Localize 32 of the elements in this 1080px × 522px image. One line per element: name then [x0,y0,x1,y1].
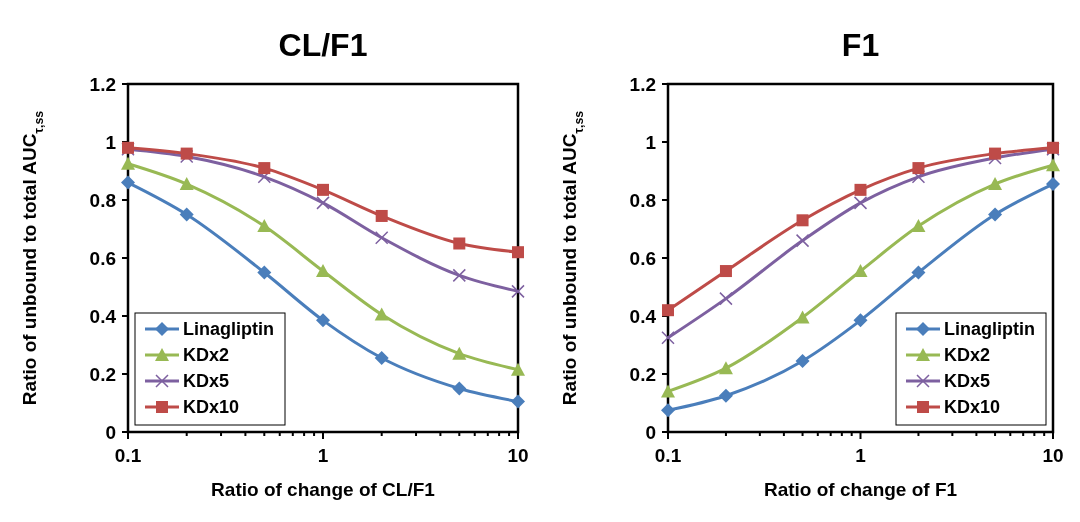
y-tick-label: 0 [105,421,116,443]
chart-title: CL/F1 [278,27,368,63]
y-tick-label: 0.6 [89,247,116,269]
legend-label: KDx5 [944,371,991,392]
y-tick-label: 0.4 [89,305,117,327]
y-tick-label: 0.4 [629,305,657,327]
y-tick-label: 0 [645,421,656,443]
legend-label: KDx2 [183,345,230,366]
legend-label: KDx2 [944,345,991,366]
x-tick-label: 1 [855,445,867,466]
legend-label: KDx5 [183,371,230,392]
legend-label: Linagliptin [944,319,1035,340]
legend-label: KDx10 [183,397,240,418]
y-tick-label: 0.8 [629,189,656,211]
y-tick-label: 0.8 [89,189,116,211]
y-tick-label: 0.6 [629,247,656,269]
legend-label: Linagliptin [183,319,274,340]
x-tick-label: 1 [317,445,329,466]
y-tick-label: 1.2 [629,73,656,95]
y-tick-label: 1 [645,131,657,153]
x-tick-label: 0.1 [114,445,142,466]
legend-label: KDx10 [944,397,1001,418]
y-tick-label: 0.2 [629,363,656,385]
y-tick-label: 1 [105,131,117,153]
y-tick-label: 1.2 [89,73,116,95]
x-axis-title: Ratio of change of F1 [763,479,958,500]
x-axis-title: Ratio of change of CL/F1 [211,479,436,500]
y-tick-label: 0.2 [89,363,116,385]
x-tick-label: 10 [507,445,529,466]
x-tick-label: 0.1 [654,445,682,466]
chart-title: F1 [841,27,880,63]
x-tick-label: 10 [1042,445,1064,466]
